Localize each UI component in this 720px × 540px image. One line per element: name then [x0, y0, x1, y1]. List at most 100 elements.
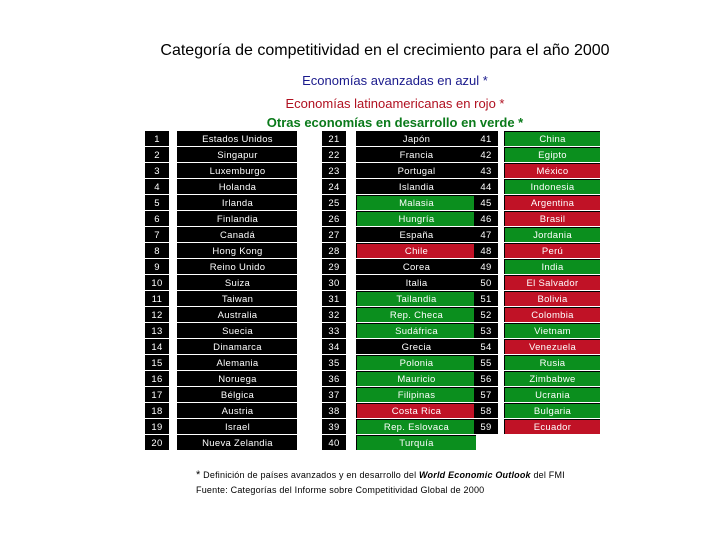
country-cell: Alemania	[177, 355, 297, 370]
country-cell: Japón	[356, 131, 476, 146]
country-cell: Australia	[177, 307, 297, 322]
country-cell: Suiza	[177, 275, 297, 290]
rank-cell: 46	[474, 211, 498, 226]
rank-cell: 1	[145, 131, 169, 146]
country-cell: Hungría	[356, 211, 476, 226]
rank-cell: 27	[322, 227, 346, 242]
rank-cell: 52	[474, 307, 498, 322]
rank-cell: 25	[322, 195, 346, 210]
country-cell: Jordania	[504, 227, 600, 242]
rank-cell: 34	[322, 339, 346, 354]
country-cell: Suecia	[177, 323, 297, 338]
rank-cell: 42	[474, 147, 498, 162]
legend-other: Otras economías en desarrollo en verde *	[266, 115, 524, 130]
rank-cell: 13	[145, 323, 169, 338]
rank-cell: 58	[474, 403, 498, 418]
rank-cell: 7	[145, 227, 169, 242]
country-cell: Mauricio	[356, 371, 476, 386]
country-cell: Venezuela	[504, 339, 600, 354]
country-cell: Brasil	[504, 211, 600, 226]
rank-cell: 14	[145, 339, 169, 354]
rank-cell: 35	[322, 355, 346, 370]
rank-cell: 18	[145, 403, 169, 418]
country-cell: Corea	[356, 259, 476, 274]
footnote-star: *	[196, 469, 201, 481]
rank-cell: 30	[322, 275, 346, 290]
country-cell: Ucrania	[504, 387, 600, 402]
country-cell: Francia	[356, 147, 476, 162]
country-cell: Nueva Zelandia	[177, 435, 297, 450]
rank-cell: 16	[145, 371, 169, 386]
rank-cell: 10	[145, 275, 169, 290]
footnote-source: Fuente: Categorías del Informe sobre Com…	[196, 485, 485, 495]
rank-cell: 37	[322, 387, 346, 402]
rank-cell: 40	[322, 435, 346, 450]
country-cell: Reino Unido	[177, 259, 297, 274]
country-cell: China	[504, 131, 600, 146]
rank-cell: 36	[322, 371, 346, 386]
country-cell: Austria	[177, 403, 297, 418]
country-cell: Argentina	[504, 195, 600, 210]
rank-cell: 44	[474, 179, 498, 194]
country-cell: Hong Kong	[177, 243, 297, 258]
country-cell: Portugal	[356, 163, 476, 178]
country-cell: Vietnam	[504, 323, 600, 338]
country-cell: Israel	[177, 419, 297, 434]
rank-cell: 54	[474, 339, 498, 354]
country-cell: Filipinas	[356, 387, 476, 402]
country-cell: Bélgica	[177, 387, 297, 402]
country-cell: Chile	[356, 243, 476, 258]
rank-cell: 41	[474, 131, 498, 146]
rank-cell: 19	[145, 419, 169, 434]
country-cell: Dinamarca	[177, 339, 297, 354]
country-cell: India	[504, 259, 600, 274]
rank-cell: 43	[474, 163, 498, 178]
country-cell: Finlandia	[177, 211, 297, 226]
rank-cell: 22	[322, 147, 346, 162]
footnote-text-2: del FMI	[530, 470, 565, 480]
country-cell: Canadá	[177, 227, 297, 242]
rank-cell: 29	[322, 259, 346, 274]
country-cell: Turquía	[356, 435, 476, 450]
rank-cell: 26	[322, 211, 346, 226]
country-cell: España	[356, 227, 476, 242]
rank-cell: 39	[322, 419, 346, 434]
rank-cell: 6	[145, 211, 169, 226]
rank-cell: 45	[474, 195, 498, 210]
rank-cell: 47	[474, 227, 498, 242]
legend-advanced: Economías avanzadas en azul *	[302, 73, 488, 88]
country-cell: Grecia	[356, 339, 476, 354]
legend-latin: Economías latinoamericanas en rojo *	[285, 96, 505, 111]
country-cell: Noruega	[177, 371, 297, 386]
rank-cell: 2	[145, 147, 169, 162]
rank-cell: 56	[474, 371, 498, 386]
rank-cell: 55	[474, 355, 498, 370]
rank-cell: 21	[322, 131, 346, 146]
rank-cell: 59	[474, 419, 498, 434]
country-cell: Holanda	[177, 179, 297, 194]
country-cell: Ecuador	[504, 419, 600, 434]
rank-cell: 4	[145, 179, 169, 194]
rank-cell: 24	[322, 179, 346, 194]
rank-cell: 32	[322, 307, 346, 322]
country-cell: Malasia	[356, 195, 476, 210]
country-cell: Tailandia	[356, 291, 476, 306]
rank-cell: 23	[322, 163, 346, 178]
country-cell: Italia	[356, 275, 476, 290]
rank-cell: 8	[145, 243, 169, 258]
country-cell: Colombia	[504, 307, 600, 322]
page-title: Categoría de competitividad en el crecim…	[160, 42, 610, 59]
rank-cell: 5	[145, 195, 169, 210]
rank-cell: 28	[322, 243, 346, 258]
rank-cell: 51	[474, 291, 498, 306]
rank-cell: 50	[474, 275, 498, 290]
country-cell: México	[504, 163, 600, 178]
country-cell: Polonia	[356, 355, 476, 370]
rank-cell: 57	[474, 387, 498, 402]
rank-cell: 31	[322, 291, 346, 306]
rank-cell: 49	[474, 259, 498, 274]
country-cell: Costa Rica	[356, 403, 476, 418]
rank-cell: 53	[474, 323, 498, 338]
rank-cell: 33	[322, 323, 346, 338]
country-cell: Perú	[504, 243, 600, 258]
